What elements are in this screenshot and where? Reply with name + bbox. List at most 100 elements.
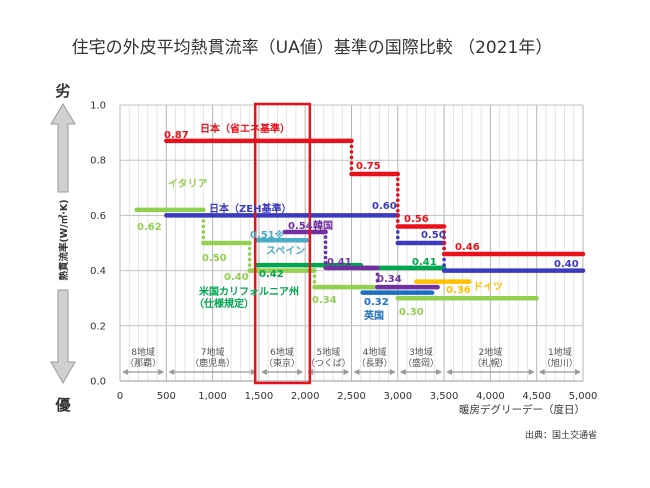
region-city: （鹿児島） <box>190 357 235 369</box>
region-city: （那覇） <box>125 358 161 369</box>
value-label: 0.34 <box>377 274 402 285</box>
arrow-right-icon <box>389 369 396 375</box>
region-name: 3地域 <box>409 346 433 358</box>
arrow-right-icon <box>528 369 535 375</box>
connector-dot <box>312 274 317 278</box>
label-korea: 韓国 <box>313 219 333 232</box>
connector-dot <box>442 230 446 234</box>
value-label: 0.46 <box>455 242 480 253</box>
connector-dot <box>349 155 354 160</box>
connector-dot <box>396 208 400 213</box>
y-tick-label: 0.4 <box>90 266 106 277</box>
connector-dot <box>442 257 446 262</box>
value-label: 0.40 <box>224 272 249 283</box>
connector-dot <box>247 246 252 251</box>
source-note: 出典：国土交通省 <box>525 429 597 441</box>
connector-dot <box>349 150 354 154</box>
value-label: 0.41 <box>412 257 437 268</box>
connector-dot <box>396 198 400 203</box>
value-label: 0.40 <box>554 259 579 270</box>
label-spain: スペイン <box>266 245 305 257</box>
region-name: 8地域 <box>131 346 155 358</box>
region-city: （盛岡） <box>403 357 439 369</box>
series-lines <box>134 138 586 301</box>
x-axis-title: 暖房デグリーデー（度日） <box>459 403 585 416</box>
connector-dot <box>375 272 380 277</box>
arrow-left-icon <box>538 369 545 375</box>
x-tick-label: 1,000 <box>198 391 227 402</box>
region-name: 4地域 <box>363 346 387 358</box>
connector-dot <box>323 240 328 245</box>
value-label: 0.56 <box>404 214 429 225</box>
region-city: （札幌） <box>472 357 508 369</box>
region-name: 7地域 <box>201 346 225 358</box>
arrow-right-icon <box>343 369 350 375</box>
arrow-left-icon <box>446 369 453 375</box>
region-name: 6地域 <box>270 346 294 358</box>
x-tick-label: 500 <box>157 391 176 402</box>
series-日本（省エネ基準） <box>164 138 586 257</box>
connector-dot <box>396 219 400 223</box>
region-city: （長野） <box>357 358 393 369</box>
connector-dot <box>396 187 400 192</box>
connector-dot <box>396 235 400 240</box>
connector-dot <box>442 246 446 251</box>
y-tick-label: 0.0 <box>90 377 106 388</box>
value-label: 0.34 <box>312 295 337 306</box>
arrow-left-icon <box>122 369 128 375</box>
connector-dot <box>396 193 400 197</box>
x-tick-label: 1,500 <box>245 391 274 402</box>
x-tick-label: 0 <box>117 391 123 402</box>
connector-dot <box>349 144 354 149</box>
x-tick-label: 5,000 <box>569 391 598 402</box>
series-韓国 <box>282 229 440 290</box>
connector-dot <box>247 252 252 256</box>
label-california-note: （仕様規定） <box>194 297 254 310</box>
connector-dot <box>312 279 317 284</box>
arrow-right-icon <box>158 369 165 375</box>
value-label: 0.87 <box>164 130 189 141</box>
y-tick-label: 0.2 <box>90 321 106 332</box>
arrow-left-icon <box>260 369 267 375</box>
y-axis-title: 熱貫流率(W/㎡·K) <box>58 199 70 280</box>
x-tick-label: 4,500 <box>522 391 551 402</box>
y-tick-label: 0.8 <box>90 156 106 167</box>
connector-dot <box>349 161 354 165</box>
arrow-down-icon <box>50 289 76 385</box>
connector-dot <box>323 245 328 250</box>
better-label: 優 <box>54 396 71 414</box>
connector-dot <box>323 250 328 255</box>
value-label: 0.60 <box>372 201 397 212</box>
arrow-right-icon <box>436 369 443 375</box>
label-california: 米国カリフォルニア州 <box>199 285 299 298</box>
value-label: 0.36 <box>446 285 471 296</box>
x-tick-label: 2,000 <box>291 391 320 402</box>
x-tick-label: 4,000 <box>476 391 505 402</box>
value-label: 0.41 <box>327 257 352 268</box>
connector-dot <box>201 219 206 223</box>
connector-dot <box>323 255 328 260</box>
arrow-left-icon <box>399 369 406 375</box>
label-uk: 英国 <box>363 309 384 322</box>
region-name: 1地域 <box>548 346 572 358</box>
region-city: （つくば） <box>306 358 351 369</box>
axis-ticks: 0 500 1,000 1,500 2,000 2,500 3,000 3,500 4,000 4… <box>90 101 597 403</box>
value-label: 0.51※ <box>250 229 284 241</box>
value-label: 0.62 <box>137 222 162 233</box>
connector-dot <box>323 235 328 239</box>
arrow-up-icon <box>50 103 76 193</box>
connector-dot <box>201 235 206 240</box>
connector-dot <box>442 235 446 240</box>
connector-dot <box>396 214 400 218</box>
region-name: 2地域 <box>479 346 503 358</box>
highlight-box <box>253 102 312 385</box>
label-italy: イタリア <box>168 178 208 190</box>
arrow-right-icon <box>297 369 304 375</box>
value-label: 0.75 <box>356 161 381 172</box>
arrow-left-icon <box>353 369 360 375</box>
connector-dot <box>349 166 354 171</box>
connector-dot <box>375 278 380 283</box>
value-label: 0.50 <box>202 253 227 264</box>
connector-dot <box>396 182 400 187</box>
worse-label: 劣 <box>55 82 70 100</box>
